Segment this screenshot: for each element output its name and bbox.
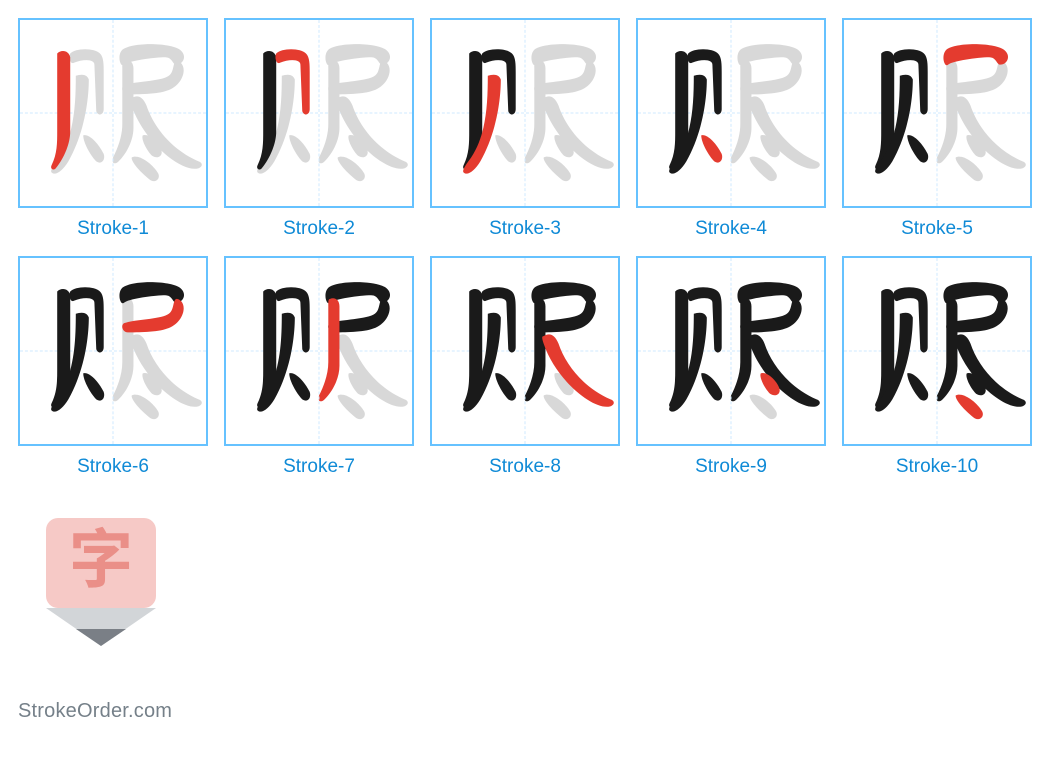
stroke-left-dot xyxy=(83,373,104,400)
stroke-right-dot-lower xyxy=(750,157,777,181)
stroke-tile-9 xyxy=(636,256,826,446)
stroke-right-dot-lower xyxy=(956,395,983,419)
stroke-right-top-hook xyxy=(119,282,184,303)
stroke-cell-1: Stroke-1 xyxy=(18,18,208,240)
stroke-tile-3 xyxy=(430,18,620,208)
stroke-right-dot-lower xyxy=(338,157,365,181)
stroke-cell-7: Stroke-7 xyxy=(224,256,414,478)
stroke-right-long-sweep xyxy=(130,334,202,406)
stroke-caption-6: Stroke-6 xyxy=(77,456,149,478)
stroke-caption-2: Stroke-2 xyxy=(283,218,355,240)
stroke-tile-8 xyxy=(430,256,620,446)
stroke-tile-10 xyxy=(842,256,1032,446)
stroke-right-vertical xyxy=(319,298,340,401)
stroke-cell-8: Stroke-8 xyxy=(430,256,620,478)
stroke-right-vertical xyxy=(319,60,340,163)
stroke-grid: Stroke-1 Stroke-2 Stroke-3 Stroke-4 Stroke-5… xyxy=(18,18,1034,478)
stroke-right-dot-lower xyxy=(750,395,777,419)
stroke-right-long-sweep xyxy=(748,96,820,168)
stroke-right-vertical xyxy=(113,60,134,163)
stroke-caption-3: Stroke-3 xyxy=(489,218,561,240)
footer-site-name: StrokeOrder.com xyxy=(18,700,172,723)
stroke-tile-5 xyxy=(842,18,1032,208)
stroke-right-dot-lower xyxy=(338,395,365,419)
stroke-cell-10: Stroke-10 xyxy=(842,256,1032,478)
stroke-left-dot xyxy=(907,373,928,400)
stroke-caption-1: Stroke-1 xyxy=(77,218,149,240)
logo-icon: 字 xyxy=(46,518,156,648)
stroke-right-long-sweep xyxy=(954,96,1026,168)
stroke-left-dot xyxy=(289,373,310,400)
stroke-caption-9: Stroke-9 xyxy=(695,456,767,478)
stroke-right-long-sweep xyxy=(130,96,202,168)
stroke-right-vertical xyxy=(731,60,752,163)
stroke-tile-4 xyxy=(636,18,826,208)
stroke-right-dot-lower xyxy=(132,395,159,419)
stroke-right-long-sweep xyxy=(336,334,408,406)
stroke-right-dot-lower xyxy=(132,157,159,181)
stroke-right-long-sweep xyxy=(542,96,614,168)
stroke-right-long-sweep xyxy=(954,334,1026,406)
stroke-right-dot-lower xyxy=(544,395,571,419)
stroke-left-dot xyxy=(495,135,516,162)
stroke-right-vertical xyxy=(937,298,958,401)
stroke-caption-5: Stroke-5 xyxy=(901,218,973,240)
stroke-right-vertical xyxy=(525,60,546,163)
stroke-caption-7: Stroke-7 xyxy=(283,456,355,478)
stroke-caption-10: Stroke-10 xyxy=(896,456,978,478)
stroke-right-dot-lower xyxy=(956,157,983,181)
stroke-right-top-hook xyxy=(943,44,1008,65)
stroke-cell-9: Stroke-9 xyxy=(636,256,826,478)
stroke-tile-6 xyxy=(18,256,208,446)
stroke-left-dot xyxy=(701,135,722,162)
stroke-right-long-sweep xyxy=(748,334,820,406)
stroke-left-dot xyxy=(289,135,310,162)
stroke-cell-4: Stroke-4 xyxy=(636,18,826,240)
stroke-right-long-sweep xyxy=(336,96,408,168)
stroke-right-vertical xyxy=(731,298,752,401)
stroke-right-long-sweep xyxy=(542,334,614,406)
stroke-left-dot xyxy=(701,373,722,400)
stroke-tile-2 xyxy=(224,18,414,208)
stroke-tile-7 xyxy=(224,256,414,446)
stroke-right-vertical xyxy=(113,298,134,401)
stroke-left-dot xyxy=(907,135,928,162)
stroke-cell-2: Stroke-2 xyxy=(224,18,414,240)
stroke-left-dot xyxy=(83,135,104,162)
stroke-caption-8: Stroke-8 xyxy=(489,456,561,478)
stroke-cell-3: Stroke-3 xyxy=(430,18,620,240)
stroke-left-dot xyxy=(495,373,516,400)
stroke-right-vertical xyxy=(937,60,958,163)
stroke-right-dot-lower xyxy=(544,157,571,181)
svg-text:字: 字 xyxy=(69,518,133,601)
stroke-cell-5: Stroke-5 xyxy=(842,18,1032,240)
stroke-cell-6: Stroke-6 xyxy=(18,256,208,478)
stroke-tile-1 xyxy=(18,18,208,208)
stroke-right-vertical xyxy=(525,298,546,401)
stroke-caption-4: Stroke-4 xyxy=(695,218,767,240)
site-logo: 字 xyxy=(36,518,166,648)
